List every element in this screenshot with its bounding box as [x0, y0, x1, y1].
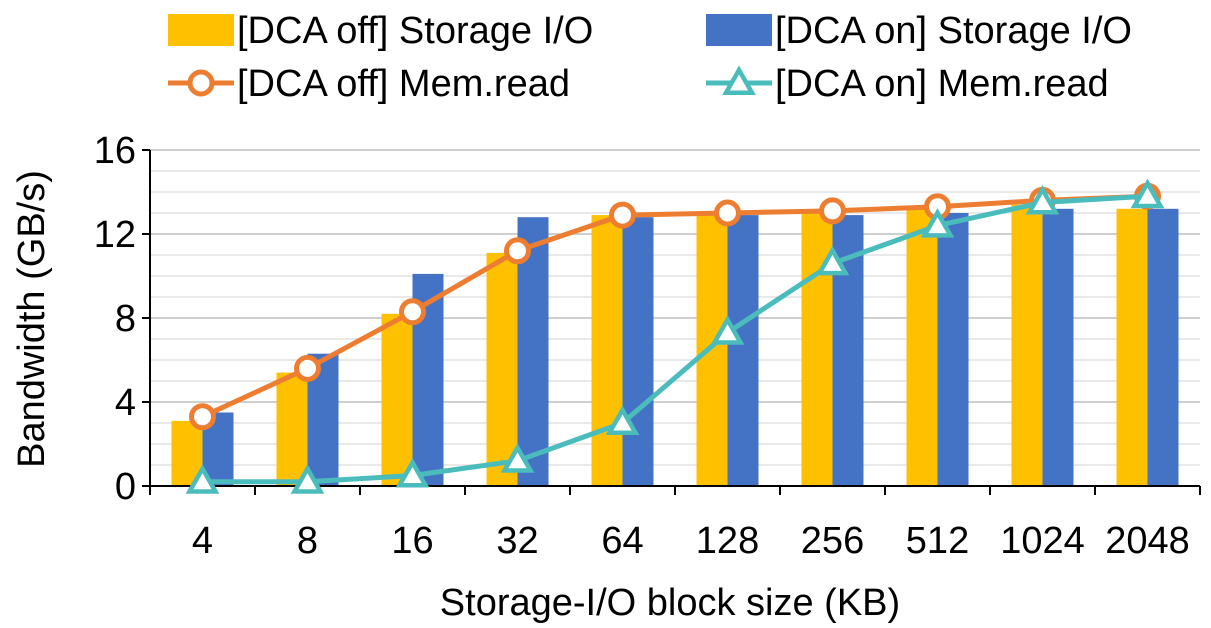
bar [1116, 208, 1148, 487]
line-marker-triangle [920, 208, 955, 238]
bar [801, 213, 833, 486]
bar [622, 217, 654, 486]
x-tick-label: 128 [696, 520, 759, 562]
line-marker-triangle [605, 405, 640, 435]
x-tick-label: 64 [601, 520, 643, 562]
legend-swatch [706, 14, 772, 46]
bar [591, 215, 623, 486]
y-tick-label: 4 [115, 382, 136, 424]
bar [486, 252, 518, 486]
x-tick-label: 2048 [1105, 520, 1190, 562]
bar [1011, 204, 1043, 486]
x-tick-label: 256 [801, 520, 864, 562]
y-tick-label: 12 [94, 214, 136, 256]
line-marker-triangle [722, 65, 756, 95]
line-marker-circle [399, 298, 426, 326]
series-line [201, 193, 1148, 419]
bar [1042, 208, 1074, 487]
line-marker-triangle [710, 315, 745, 345]
line-marker-triangle [1130, 178, 1165, 209]
legend: [DCA off] Storage I/O [DCA on] Storage I/… [168, 10, 1132, 105]
series-line [202, 193, 1148, 485]
line-marker-triangle [395, 457, 430, 488]
x-axis-title: Storage-I/O block size (KB) [440, 582, 900, 624]
legend-label: [DCA off] Mem.read [237, 63, 570, 105]
x-tick-label: 32 [496, 520, 538, 562]
bars [171, 204, 1179, 487]
line-marker-circle [504, 237, 531, 265]
legend-swatch [168, 14, 234, 46]
bar [276, 372, 308, 486]
line-marker-circle [609, 201, 636, 229]
y-tick-label: 8 [115, 298, 136, 340]
line-marker-triangle [290, 464, 325, 494]
bar [696, 215, 728, 486]
x-tick-label: 512 [906, 520, 969, 562]
line-marker-triangle [815, 245, 850, 276]
line-marker-triangle [1025, 184, 1060, 215]
x-tick-label: 16 [391, 520, 433, 562]
line-marker-circle [819, 197, 846, 225]
y-tick-label: 16 [94, 130, 136, 172]
line-marker-triangle [500, 443, 535, 473]
y-axis-title: Bandwidth (GB/s) [11, 170, 53, 468]
x-tick-label: 4 [192, 520, 213, 562]
bar [381, 313, 413, 486]
line-marker-triangle [185, 464, 220, 494]
y-tick-label: 0 [115, 466, 136, 508]
bar [937, 213, 969, 486]
legend-label: [DCA on] Storage I/O [775, 10, 1132, 52]
line-marker-circle [714, 199, 741, 227]
bar [906, 208, 938, 487]
line-marker-circle [294, 354, 321, 382]
legend-label: [DCA off] Storage I/O [237, 10, 593, 52]
line-marker-circle [187, 69, 215, 97]
legend-label: [DCA on] Mem.read [775, 63, 1109, 105]
line-marker-circle [189, 403, 216, 431]
bar [727, 215, 759, 486]
tick-labels: 0 4 8 12 16 4 8 16 32 64 128 256 512 1024 2048 [94, 130, 1190, 562]
bar [1147, 208, 1179, 487]
x-tick-label: 8 [297, 520, 318, 562]
x-tick-label: 1024 [1000, 520, 1085, 562]
lines [185, 178, 1165, 494]
